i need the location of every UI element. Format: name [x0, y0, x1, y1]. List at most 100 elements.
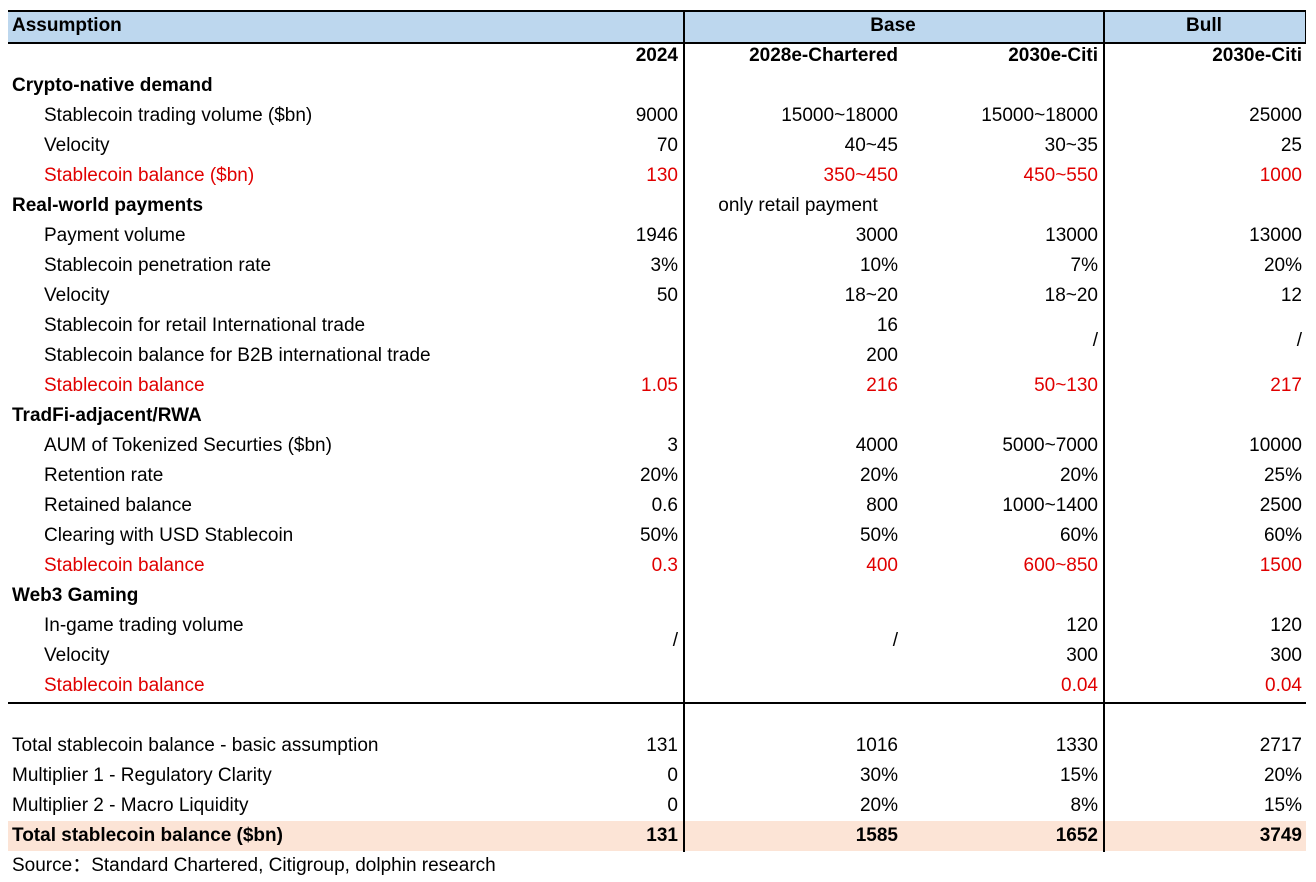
row-label: Retention rate: [44, 465, 164, 486]
value-cell: 1585: [855, 825, 898, 846]
summary-label: Multiplier 2 - Macro Liquidity: [12, 795, 249, 816]
value-cell: 20%: [859, 465, 898, 486]
header-band: [8, 10, 1306, 42]
value-cell: 2500: [1259, 495, 1302, 516]
value-cell: 1000: [1259, 165, 1302, 186]
value-cell: 350~450: [823, 165, 899, 186]
summary-label: Total stablecoin balance - basic assumpt…: [12, 735, 379, 756]
value-cell: 50%: [859, 525, 898, 546]
value-cell: 50%: [639, 525, 678, 546]
value-cell: 0.6: [651, 495, 678, 516]
row-label: AUM of Tokenized Securties ($bn): [44, 435, 332, 456]
value-cell: 8%: [1070, 795, 1098, 816]
section-title: Real-world payments: [12, 195, 204, 216]
header-cell: Assumption: [12, 15, 122, 36]
value-cell: 200: [866, 345, 898, 366]
value-cell: 120: [1270, 615, 1302, 636]
value-cell: 3749: [1259, 825, 1302, 846]
value-cell: 800: [866, 495, 898, 516]
value-cell: 9000: [635, 105, 678, 126]
value-cell: 5000~7000: [1002, 435, 1098, 456]
value-cell: 20%: [1263, 255, 1302, 276]
value-cell: 7%: [1070, 255, 1098, 276]
value-cell: 18~20: [1044, 285, 1098, 306]
value-cell: 0: [667, 795, 678, 816]
section-title: Web3 Gaming: [12, 585, 139, 606]
rule: [8, 10, 1306, 12]
row-label: Velocity: [44, 285, 110, 306]
value-cell: 3000: [855, 225, 898, 246]
value-cell: 1652: [1055, 825, 1098, 846]
value-cell: /: [892, 630, 898, 651]
value-cell: 0.3: [651, 555, 678, 576]
value-cell: 15%: [1059, 765, 1098, 786]
column-header: 2030e-Citi: [1212, 45, 1302, 66]
value-cell: 300: [1270, 645, 1302, 666]
value-cell: 30%: [859, 765, 898, 786]
value-cell: 40~45: [844, 135, 898, 156]
row-label: Retained balance: [44, 495, 192, 516]
value-cell: 0: [667, 765, 678, 786]
value-cell: 600~850: [1023, 555, 1099, 576]
row-label: Velocity: [44, 135, 110, 156]
value-cell: 131: [646, 735, 678, 756]
value-cell: 25%: [1263, 465, 1302, 486]
value-cell: 13000: [1045, 225, 1098, 246]
value-cell: 25: [1280, 135, 1302, 156]
value-cell: 131: [646, 825, 678, 846]
value-cell: /: [672, 630, 678, 651]
column-rule: [683, 10, 685, 852]
summary-label: Total stablecoin balance ($bn): [12, 825, 283, 846]
value-cell: 13000: [1249, 225, 1302, 246]
value-cell: 0.04: [1265, 675, 1302, 696]
value-cell: 12: [1280, 285, 1302, 306]
value-cell: 4000: [855, 435, 898, 456]
value-cell: 1946: [635, 225, 678, 246]
value-cell: 120: [1066, 615, 1098, 636]
value-cell: /: [1296, 330, 1302, 351]
section-title: Crypto-native demand: [12, 75, 213, 96]
value-cell: 16: [876, 315, 898, 336]
value-cell: 50~130: [1034, 375, 1098, 396]
value-cell: 217: [1270, 375, 1302, 396]
source-note: Source：Standard Chartered, Citigroup, do…: [12, 855, 496, 876]
value-cell: 15000~18000: [981, 105, 1098, 126]
row-label: Stablecoin balance: [44, 375, 205, 396]
total-band: [8, 821, 1306, 851]
value-cell: 2717: [1259, 735, 1302, 756]
value-cell: 10000: [1249, 435, 1302, 456]
column-header: 2028e-Chartered: [749, 45, 898, 66]
value-cell: 300: [1066, 645, 1098, 666]
value-cell: 20%: [1059, 465, 1098, 486]
value-cell: 0.04: [1061, 675, 1098, 696]
value-cell: 1.05: [641, 375, 678, 396]
row-label: Velocity: [44, 645, 110, 666]
value-cell: /: [1092, 330, 1098, 351]
rule: [8, 42, 1306, 44]
value-cell: 25000: [1249, 105, 1302, 126]
value-cell: 20%: [1263, 765, 1302, 786]
header-cell: Bull: [1186, 15, 1222, 36]
value-cell: 400: [866, 555, 898, 576]
value-cell: 70: [656, 135, 678, 156]
value-cell: 216: [866, 375, 898, 396]
row-label: Stablecoin balance: [44, 555, 205, 576]
value-cell: 130: [646, 165, 678, 186]
value-cell: 20%: [859, 795, 898, 816]
header-cell: Base: [870, 15, 916, 36]
column-rule: [1103, 10, 1105, 852]
note-cell: only retail payment: [718, 195, 878, 216]
value-cell: 30~35: [1044, 135, 1098, 156]
row-label: Stablecoin penetration rate: [44, 255, 272, 276]
row-label: Stablecoin for retail International trad…: [44, 315, 366, 336]
value-cell: 1330: [1055, 735, 1098, 756]
column-header: 2030e-Citi: [1008, 45, 1098, 66]
value-cell: 450~550: [1023, 165, 1099, 186]
value-cell: 15%: [1263, 795, 1302, 816]
row-label: In-game trading volume: [44, 615, 244, 636]
row-label: Stablecoin balance ($bn): [44, 165, 255, 186]
value-cell: 50: [656, 285, 678, 306]
row-label: Stablecoin trading volume ($bn): [44, 105, 313, 126]
row-label: Stablecoin balance for B2B international…: [44, 345, 431, 366]
